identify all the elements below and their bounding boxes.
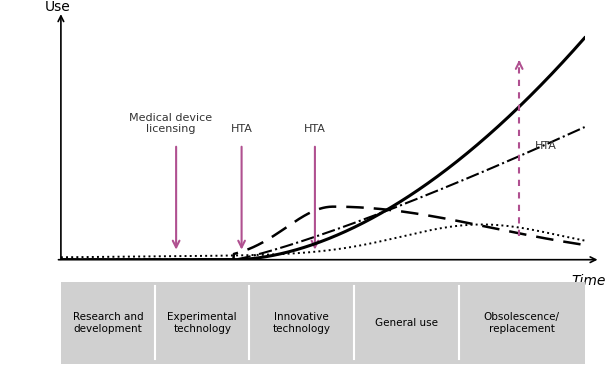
Text: General use: General use bbox=[375, 318, 438, 328]
Text: HTA: HTA bbox=[535, 141, 557, 151]
Text: Obsolescence/
replacement: Obsolescence/ replacement bbox=[484, 312, 560, 334]
Text: Time: Time bbox=[571, 274, 605, 288]
Text: Innovative
technology: Innovative technology bbox=[273, 312, 331, 334]
Text: Use: Use bbox=[45, 0, 71, 14]
Text: HTA: HTA bbox=[304, 124, 326, 134]
Text: Research and
development: Research and development bbox=[72, 312, 143, 334]
Text: HTA: HTA bbox=[231, 124, 253, 134]
Text: Experimental
technology: Experimental technology bbox=[167, 312, 237, 334]
Text: Medical device
licensing: Medical device licensing bbox=[129, 113, 213, 134]
